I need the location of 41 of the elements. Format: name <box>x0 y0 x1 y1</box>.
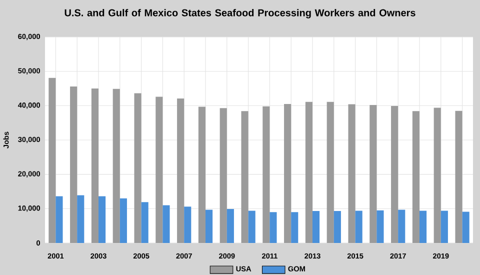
bar <box>134 93 142 243</box>
bar <box>370 104 377 243</box>
bar <box>391 106 398 243</box>
bar <box>312 211 320 243</box>
bar <box>455 110 462 243</box>
bar <box>305 102 312 243</box>
bar <box>440 210 448 243</box>
bar <box>462 212 470 243</box>
bar <box>376 210 384 243</box>
bar <box>434 108 441 243</box>
bar <box>112 88 120 243</box>
bar <box>270 212 277 243</box>
bar <box>226 209 234 243</box>
bar <box>162 205 170 243</box>
bar <box>156 96 163 243</box>
bar <box>198 106 206 243</box>
bar <box>98 196 106 243</box>
bar <box>412 111 420 243</box>
bar <box>120 198 127 243</box>
bar <box>77 195 84 243</box>
bar <box>248 210 256 243</box>
bar <box>355 210 362 243</box>
bar <box>291 212 298 243</box>
bar <box>284 104 292 243</box>
bar <box>91 88 99 243</box>
bar <box>48 78 56 243</box>
bar <box>334 211 341 243</box>
bar <box>177 98 184 243</box>
bar <box>419 210 427 243</box>
bar <box>56 196 63 243</box>
bar <box>348 104 356 243</box>
bar <box>262 106 270 243</box>
bar <box>206 210 213 243</box>
bar <box>184 206 192 243</box>
bar <box>70 86 78 243</box>
bar <box>398 210 406 243</box>
bar <box>241 111 248 243</box>
bar <box>220 108 227 243</box>
chart-title: U.S. and Gulf of Mexico States Seafood Processing Workers and Owners <box>64 8 416 18</box>
bar <box>141 202 148 243</box>
bar <box>326 102 334 243</box>
